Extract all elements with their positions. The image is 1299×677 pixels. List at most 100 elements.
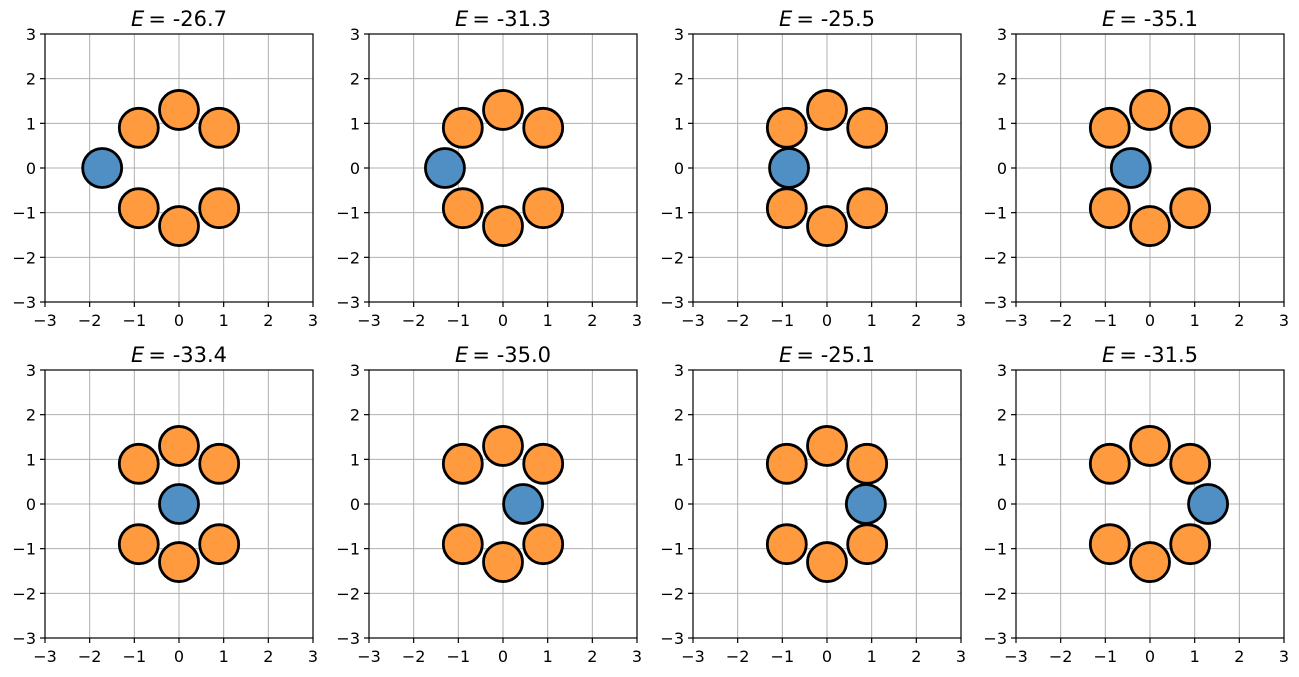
ring-particle bbox=[806, 89, 848, 131]
ring-particle bbox=[806, 425, 848, 467]
y-tick-label: −3 bbox=[336, 293, 360, 312]
title-variable: E bbox=[779, 7, 793, 31]
y-tick-label: −2 bbox=[660, 584, 684, 603]
x-tick-label: 3 bbox=[1279, 647, 1289, 666]
y-tick-label: 0 bbox=[350, 495, 360, 514]
ring-particle bbox=[765, 187, 808, 230]
x-tick-label: −3 bbox=[681, 647, 705, 666]
x-tick-label: −1 bbox=[1094, 311, 1118, 330]
title-variable: E bbox=[131, 7, 145, 31]
y-tick-label: 1 bbox=[997, 114, 1007, 133]
ring-particle bbox=[1169, 106, 1212, 149]
y-tick-label: −1 bbox=[336, 204, 360, 223]
x-tick-label: 3 bbox=[632, 311, 642, 330]
ring-particle bbox=[846, 187, 889, 230]
ring-particle bbox=[1169, 523, 1212, 566]
x-tick-label: 2 bbox=[1234, 311, 1244, 330]
y-tick-label: −2 bbox=[660, 248, 684, 267]
x-tick-label: −1 bbox=[447, 647, 471, 666]
y-tick-label: 0 bbox=[674, 159, 684, 178]
x-tick-label: −2 bbox=[726, 647, 750, 666]
ring-particle bbox=[441, 106, 484, 149]
y-tick-label: 3 bbox=[350, 361, 360, 380]
ring-particle bbox=[117, 187, 160, 230]
x-tick-label: 1 bbox=[543, 647, 553, 666]
x-tick-label: 0 bbox=[822, 647, 832, 666]
panel-title: E = -26.7 bbox=[131, 7, 227, 31]
y-tick-label: 1 bbox=[350, 450, 360, 469]
title-variable: E bbox=[131, 343, 145, 367]
x-tick-label: 1 bbox=[1190, 311, 1200, 330]
title-value: = -25.1 bbox=[792, 343, 875, 367]
panel-title: E = -31.5 bbox=[1102, 343, 1198, 367]
y-tick-label: −2 bbox=[983, 584, 1007, 603]
ring-particle bbox=[1088, 106, 1131, 149]
y-tick-label: −1 bbox=[660, 204, 684, 223]
ring-particle bbox=[441, 523, 484, 566]
y-tick-label: 2 bbox=[350, 70, 360, 89]
ring-particle bbox=[198, 187, 241, 230]
x-tick-label: −3 bbox=[33, 647, 57, 666]
x-tick-label: 2 bbox=[263, 311, 273, 330]
ring-particle bbox=[198, 106, 241, 149]
x-tick-label: −1 bbox=[771, 647, 795, 666]
y-tick-label: 1 bbox=[997, 450, 1007, 469]
x-tick-label: 2 bbox=[1234, 647, 1244, 666]
ring-particle bbox=[765, 523, 808, 566]
y-tick-label: 3 bbox=[674, 25, 684, 44]
title-variable: E bbox=[779, 343, 793, 367]
title-value: = -35.1 bbox=[1115, 7, 1198, 31]
x-tick-label: 0 bbox=[174, 647, 184, 666]
ring-particle bbox=[522, 442, 565, 485]
x-tick-label: −1 bbox=[771, 311, 795, 330]
x-tick-label: 3 bbox=[632, 647, 642, 666]
ring-particle bbox=[765, 442, 808, 485]
panel-title: E = -31.3 bbox=[455, 7, 551, 31]
title-variable: E bbox=[1102, 343, 1116, 367]
ring-particle bbox=[522, 187, 565, 230]
ring-particle bbox=[1088, 442, 1131, 485]
y-tick-label: 1 bbox=[674, 450, 684, 469]
y-tick-label: 1 bbox=[26, 114, 36, 133]
panel-title: E = -33.4 bbox=[131, 343, 227, 367]
y-tick-label: −1 bbox=[660, 540, 684, 559]
y-tick-label: 0 bbox=[674, 495, 684, 514]
title-value: = -33.4 bbox=[144, 343, 227, 367]
x-tick-label: −2 bbox=[78, 311, 102, 330]
title-value: = -31.5 bbox=[1115, 343, 1198, 367]
y-tick-label: 3 bbox=[997, 361, 1007, 380]
ring-particle bbox=[1088, 187, 1131, 230]
panel-5: E = -33.4 −3 −2 −1 0 1 2 3 −3 −2 −1 0 1 2 3 bbox=[12, 343, 318, 666]
x-tick-label: −2 bbox=[1049, 311, 1073, 330]
ring-particle bbox=[806, 541, 848, 583]
y-tick-label: −1 bbox=[336, 540, 360, 559]
ring-particle bbox=[158, 541, 200, 583]
y-tick-label: −2 bbox=[983, 248, 1007, 267]
x-tick-label: −3 bbox=[1004, 647, 1028, 666]
x-tick-label: −2 bbox=[726, 311, 750, 330]
y-tick-label: −3 bbox=[336, 629, 360, 648]
x-tick-label: 3 bbox=[956, 311, 966, 330]
y-tick-label: −3 bbox=[660, 293, 684, 312]
y-tick-label: −2 bbox=[12, 248, 36, 267]
panel-7: E = -25.1 −3 −2 −1 0 1 2 3 −3 −2 −1 0 1 2 3 bbox=[660, 343, 966, 666]
x-tick-label: 2 bbox=[587, 311, 597, 330]
panel-8: E = -31.5 −3 −2 −1 0 1 2 3 −3 −2 −1 0 1 2 3 bbox=[983, 343, 1289, 666]
title-value: = -31.3 bbox=[468, 7, 551, 31]
title-variable: E bbox=[455, 343, 469, 367]
x-tick-label: 0 bbox=[1145, 647, 1155, 666]
ring-particle bbox=[765, 106, 808, 149]
x-tick-label: −2 bbox=[402, 647, 426, 666]
x-tick-label: −1 bbox=[1094, 647, 1118, 666]
y-tick-label: 0 bbox=[350, 159, 360, 178]
ring-particle bbox=[117, 442, 160, 485]
ring-particle bbox=[1169, 442, 1212, 485]
y-tick-label: 2 bbox=[997, 70, 1007, 89]
x-tick-label: 1 bbox=[219, 311, 229, 330]
title-variable: E bbox=[1102, 7, 1116, 31]
x-tick-label: 1 bbox=[867, 647, 877, 666]
x-tick-label: 3 bbox=[308, 311, 318, 330]
probe-particle bbox=[81, 147, 124, 189]
title-value: = -35.0 bbox=[468, 343, 551, 367]
